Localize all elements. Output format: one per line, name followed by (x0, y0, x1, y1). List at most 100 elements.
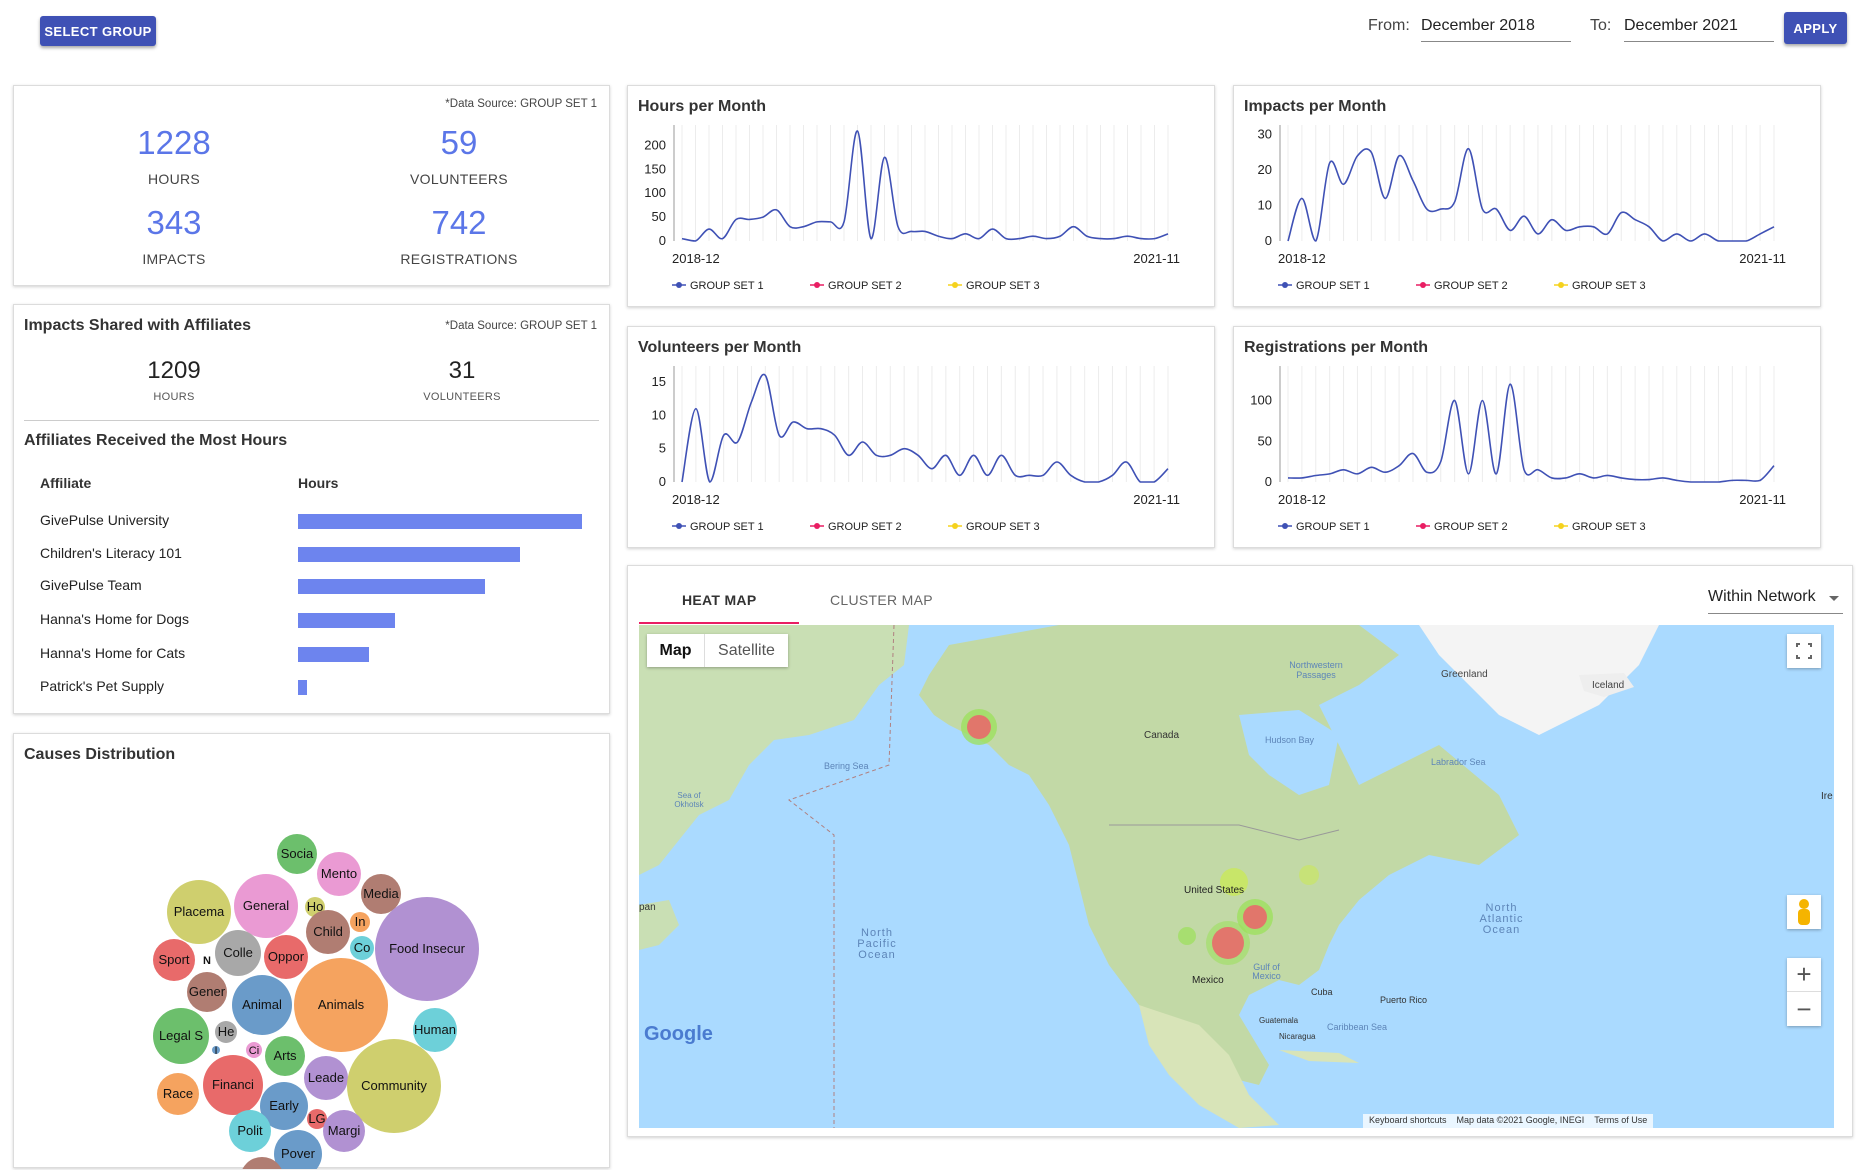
cause-bubble[interactable]: Pover (274, 1130, 322, 1169)
cause-bubble[interactable]: Margi (323, 1110, 365, 1152)
google-logo: Google (644, 1023, 713, 1045)
affiliates-data-source-note: *Data Source: GROUP SET 1 (445, 320, 597, 332)
apply-button[interactable]: APPLY (1784, 12, 1847, 44)
fullscreen-button[interactable] (1787, 634, 1821, 668)
chart-legend-item[interactable]: GROUP SET 2 (810, 280, 902, 292)
chart-legend-item[interactable]: GROUP SET 2 (1416, 521, 1508, 533)
causes-title: Causes Distribution (24, 746, 176, 763)
chart-legend-item[interactable]: GROUP SET 3 (948, 521, 1040, 533)
cause-bubble[interactable]: Financi (203, 1055, 263, 1115)
cause-bubble[interactable]: Early (260, 1082, 308, 1130)
map-type-map-button[interactable]: Map (647, 634, 705, 667)
tab-cluster-map[interactable]: CLUSTER MAP (830, 592, 933, 608)
chart-legend-item[interactable]: GROUP SET 1 (672, 280, 764, 292)
registrations-stat-label: REGISTRATIONS (400, 251, 518, 267)
label-canada: Canada (1144, 730, 1180, 741)
chart-legend-item[interactable]: GROUP SET 1 (1278, 280, 1370, 292)
chart-series-line[interactable] (1287, 383, 1775, 483)
cause-bubble[interactable]: LG (307, 1109, 327, 1129)
cause-bubble[interactable]: Polit (229, 1110, 271, 1152)
cause-bubble[interactable]: General (234, 874, 298, 938)
cause-bubble[interactable]: Placema (167, 880, 231, 944)
cause-bubble-circle (350, 912, 370, 932)
volunteers-stat-value: 59 (440, 124, 478, 161)
cause-bubble[interactable]: Race (157, 1073, 199, 1115)
cause-bubble[interactable]: Mento (317, 852, 361, 896)
cause-bubble[interactable]: Animal (232, 975, 292, 1035)
cause-bubble[interactable]: Media (361, 874, 401, 914)
cause-bubble[interactable]: Leade (304, 1056, 348, 1100)
map-viewport[interactable]: Map Satellite + − Greenland Iceland Nort… (639, 625, 1834, 1128)
cause-bubble[interactable]: Ci (246, 1042, 262, 1058)
chart-legend-item[interactable]: GROUP SET 1 (1278, 521, 1370, 533)
tab-heat-map[interactable]: HEAT MAP (682, 592, 757, 608)
cause-bubble[interactable]: Gener (187, 972, 227, 1012)
cause-bubble-circle (277, 834, 317, 874)
cause-bubble-circle (317, 852, 361, 896)
affiliate-hours-bar[interactable] (298, 613, 395, 628)
chart-legend-item[interactable]: GROUP SET 3 (948, 280, 1040, 292)
affiliate-hours-bar[interactable] (298, 514, 582, 529)
map-type-satellite-button[interactable]: Satellite (718, 641, 775, 659)
cause-bubble[interactable]: Food Insecur (375, 897, 479, 1001)
from-date-field[interactable]: December 2018 (1421, 17, 1571, 42)
cause-bubble[interactable]: Community (347, 1039, 441, 1133)
cause-bubble-circle (306, 910, 350, 954)
chart-legend-item[interactable]: GROUP SET 2 (810, 521, 902, 533)
cause-bubble-label: I (214, 1045, 217, 1057)
to-date-field[interactable]: December 2021 (1624, 17, 1774, 42)
chart-series-line[interactable] (1287, 147, 1775, 242)
zoom-in-button[interactable]: + (1787, 958, 1821, 992)
cause-bubble[interactable]: Voter (240, 1157, 284, 1169)
cause-bubble[interactable]: In (350, 912, 370, 932)
cause-bubble[interactable]: Child (306, 910, 350, 954)
cause-bubble[interactable]: He (215, 1021, 237, 1043)
keyboard-shortcuts-link[interactable]: Keyboard shortcuts (1369, 1115, 1447, 1125)
within-network-dropdown[interactable]: Within Network (1708, 588, 1843, 614)
cause-bubble[interactable]: Colle (215, 930, 261, 976)
cause-bubble[interactable]: Socia (277, 834, 317, 874)
map-footer: Keyboard shortcuts Map data ©2021 Google… (1363, 1114, 1654, 1128)
cause-bubble-circle (246, 1042, 262, 1058)
chart-legend-item[interactable]: GROUP SET 3 (1554, 280, 1646, 292)
cause-bubble[interactable]: Oppor (264, 935, 308, 979)
legend-dot (1558, 523, 1564, 529)
volunteers-chart-title: Volunteers per Month (638, 339, 802, 356)
cause-bubble[interactable]: Human (413, 1008, 457, 1052)
street-view-pegman-button[interactable] (1787, 895, 1821, 929)
cause-bubble[interactable]: N (200, 953, 214, 967)
terms-of-use-link[interactable]: Terms of Use (1594, 1115, 1648, 1125)
cause-bubble-label: Media (363, 886, 399, 901)
cause-bubble[interactable]: Animals (294, 958, 388, 1052)
affiliate-hours-bar[interactable] (298, 579, 486, 594)
cause-bubble[interactable]: Legal S (153, 1008, 209, 1064)
chart-y-tick-label: 0 (659, 474, 666, 489)
affiliate-hours-bar[interactable] (298, 647, 369, 662)
chart-legend-item[interactable]: GROUP SET 3 (1554, 521, 1646, 533)
cause-bubble[interactable]: I (212, 1045, 220, 1057)
chart-legend-item[interactable]: GROUP SET 1 (672, 521, 764, 533)
cause-bubble-label: Oppor (268, 949, 305, 964)
chart-y-tick-label: 50 (1258, 433, 1272, 448)
select-group-button[interactable]: SELECT GROUP (40, 16, 156, 46)
cause-bubble-label: Food Insecur (389, 941, 466, 956)
cause-bubble-label: Arts (273, 1048, 297, 1063)
affiliate-hours-bar[interactable] (298, 680, 307, 695)
chart-series-line[interactable] (681, 373, 1169, 483)
chart-series-line[interactable] (681, 130, 1169, 242)
cause-bubble-label: Community (361, 1078, 427, 1093)
cause-bubble-label: LG (308, 1111, 325, 1126)
legend-label: GROUP SET 1 (690, 280, 764, 292)
cause-bubble[interactable]: Sport (153, 939, 195, 981)
cause-bubble-label: Ho (307, 899, 324, 914)
affiliate-name: GivePulse Team (40, 577, 142, 593)
cause-bubble[interactable]: Co (350, 936, 374, 960)
chart-y-tick-label: 10 (1258, 198, 1272, 213)
cause-bubble-label: Mento (321, 866, 357, 881)
chart-y-tick-label: 30 (1258, 127, 1272, 142)
chart-legend-item[interactable]: GROUP SET 2 (1416, 280, 1508, 292)
cause-bubble[interactable]: Arts (265, 1036, 305, 1076)
zoom-out-button[interactable]: − (1796, 993, 1812, 1024)
affiliate-hours-bar[interactable] (298, 547, 520, 562)
pegman-body-icon (1798, 909, 1810, 925)
